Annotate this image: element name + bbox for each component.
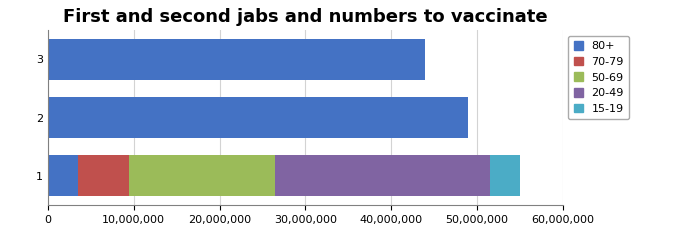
Bar <box>78 156 130 196</box>
Title: First and second jabs and numbers to vaccinate: First and second jabs and numbers to vac… <box>63 8 547 26</box>
Bar <box>48 156 78 196</box>
Bar <box>490 156 520 196</box>
Bar <box>48 39 425 80</box>
Bar <box>130 156 275 196</box>
Bar <box>275 156 490 196</box>
Bar <box>48 97 469 138</box>
Legend: 80+, 70-79, 50-69, 20-49, 15-19: 80+, 70-79, 50-69, 20-49, 15-19 <box>568 36 629 119</box>
